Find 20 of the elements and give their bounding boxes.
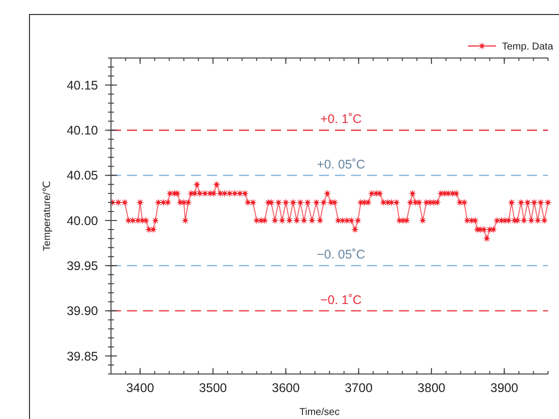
- y-tick-label: 40.05: [66, 168, 98, 183]
- x-tick-label: 3700: [344, 381, 373, 395]
- ref-line-label: −0. 1˚C: [320, 292, 362, 307]
- y-axis-title: Temperature/℃: [42, 180, 53, 252]
- ref-line-label: −0. 05˚C: [316, 248, 366, 262]
- legend-label: Temp. Data: [502, 42, 554, 52]
- y-tick-label: 39.95: [66, 259, 98, 274]
- y-tick-label: 39.90: [66, 304, 98, 318]
- x-tick-label: 3500: [199, 381, 227, 395]
- x-tick-label: 3900: [490, 381, 518, 395]
- x-axis-title: Time/sec: [299, 407, 340, 418]
- x-tick-label: 3800: [418, 381, 446, 395]
- x-tick-label: 3600: [272, 381, 300, 395]
- y-tick-label: 40.15: [66, 78, 98, 92]
- y-tick-label: 39.85: [66, 349, 98, 364]
- y-tick-label: 40.00: [66, 214, 98, 228]
- ref-line-label: +0. 05˚C: [316, 157, 366, 172]
- x-tick-label: 3400: [126, 381, 154, 395]
- ref-line-label: +0. 1˚C: [320, 112, 362, 126]
- y-tick-label: 40.10: [66, 124, 98, 138]
